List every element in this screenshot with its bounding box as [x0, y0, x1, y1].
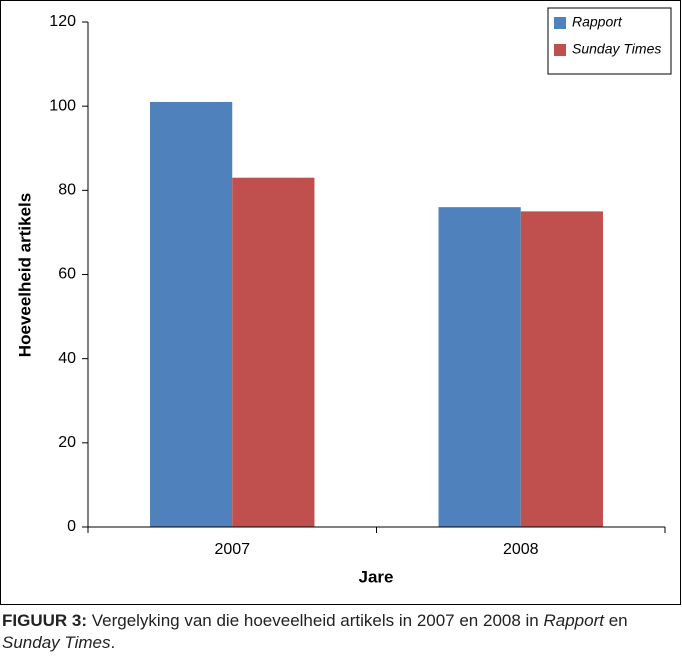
caption-text: .	[110, 633, 116, 652]
x-axis-label: Jare	[359, 567, 394, 586]
y-tick-label: 60	[58, 266, 76, 283]
caption-text: en	[603, 611, 633, 630]
x-tick-label: 2008	[503, 541, 539, 558]
legend-swatch	[554, 17, 566, 29]
chart: Jare Hoeveelheid artikels 0 20 40 60 80 100 12…	[0, 0, 681, 605]
legend-swatch	[554, 44, 566, 56]
caption: FIGUUR 3: Vergelyking van die hoeveelhei…	[2, 610, 682, 654]
caption-text: Rapport	[543, 611, 604, 630]
y-tick-label: 80	[58, 182, 76, 199]
y-tick-label: 120	[49, 13, 76, 30]
bar	[232, 177, 315, 528]
y-tick-label: 100	[49, 97, 76, 114]
caption-text: Vergelyking van die hoeveelheid artikels…	[87, 611, 544, 630]
y-tick-label: 40	[58, 350, 76, 367]
y-axis-label: Hoeveelheid artikels	[15, 193, 34, 357]
caption-label: FIGUUR 3:	[2, 611, 87, 630]
y-tick-label: 20	[58, 434, 76, 451]
bar	[520, 211, 603, 527]
caption-text: Sunday Times	[2, 633, 111, 652]
bar	[438, 207, 521, 527]
chart-border	[0, 0, 681, 605]
x-tick-label: 2007	[214, 541, 250, 558]
y-tick-label: 0	[67, 518, 76, 535]
legend-box	[547, 7, 672, 75]
bar	[150, 101, 233, 527]
legend-label: Rapport	[572, 14, 623, 30]
legend-label: Sunday Times	[572, 41, 661, 57]
